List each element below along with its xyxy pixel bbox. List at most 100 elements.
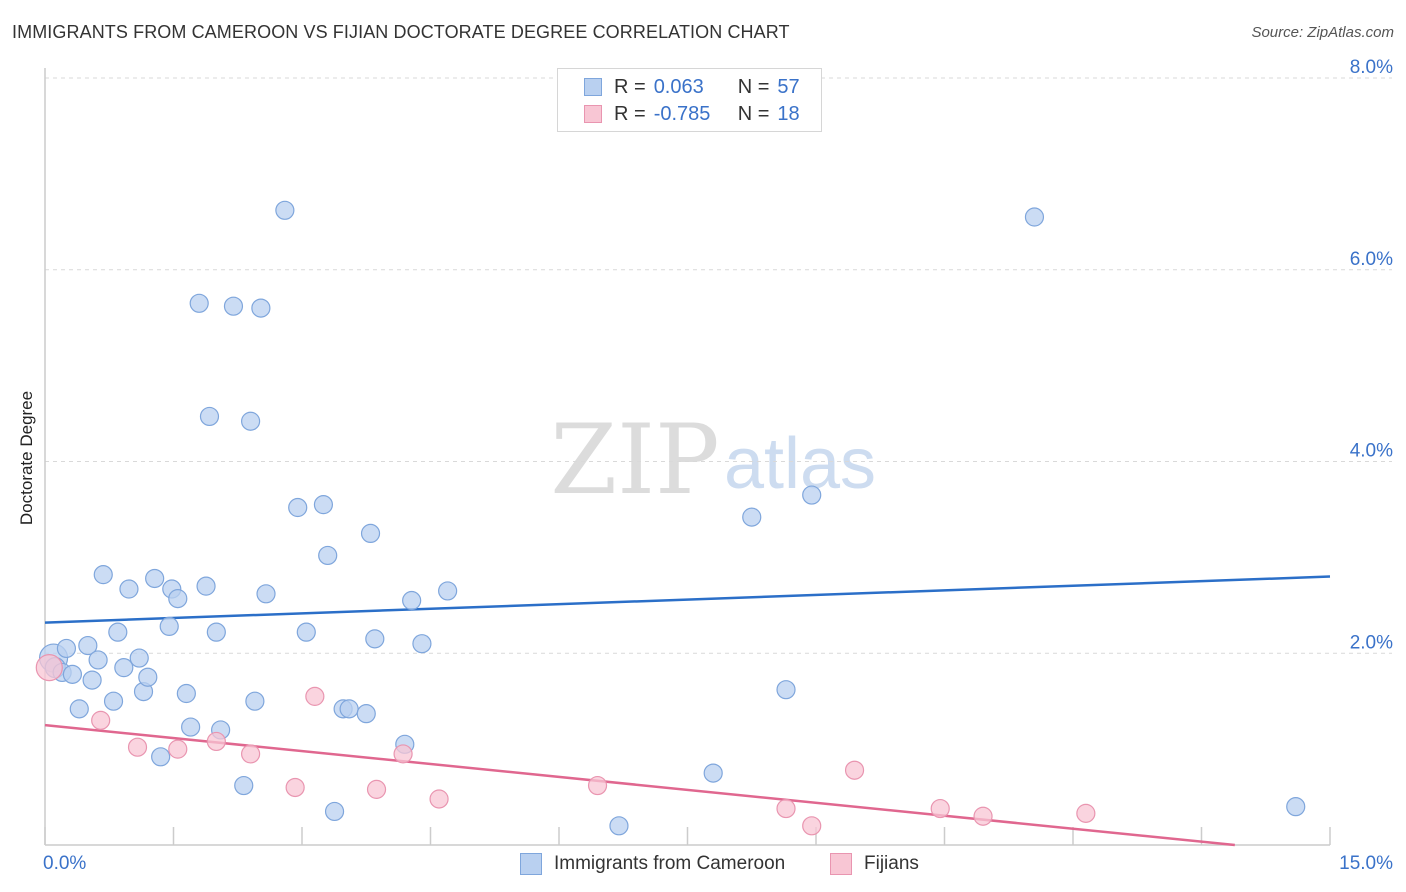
- cameroon-point: [69, 699, 89, 719]
- legend-swatch-pink: [584, 105, 602, 123]
- cameroon-point: [129, 648, 149, 668]
- y-tick-label: 2.0%: [1350, 632, 1393, 653]
- fijian-point: [930, 798, 950, 819]
- fijian-point: [587, 775, 608, 796]
- legend-row-fijians: R = -0.785 N = 18: [584, 102, 800, 126]
- cameroon-point: [114, 658, 134, 678]
- cameroon-point: [313, 495, 334, 515]
- cameroon-point: [360, 523, 381, 544]
- cameroon-point: [181, 717, 201, 737]
- fijian-point: [429, 789, 449, 809]
- cameroon-point: [251, 298, 271, 318]
- watermark-atlas: atlas: [724, 424, 876, 504]
- cameroon-point: [365, 629, 385, 649]
- cameroon-point: [296, 622, 316, 642]
- watermark-zip: ZIP: [550, 404, 719, 516]
- fijian-trend-line: [44, 723, 1235, 847]
- x-tick-label: 0.0%: [43, 853, 86, 874]
- cameroon-point: [776, 680, 796, 700]
- cameroon-point: [138, 667, 158, 687]
- cameroon-point: [1286, 797, 1306, 817]
- grid-lines: [45, 77, 1392, 654]
- cameroon-point: [93, 565, 113, 585]
- cameroon-point: [78, 635, 98, 656]
- chart-title: IMMIGRANTS FROM CAMEROON VS FIJIAN DOCTO…: [12, 22, 790, 42]
- legend-n-label: N =: [737, 102, 770, 125]
- cameroon-point: [176, 683, 196, 704]
- legend-item-cameroon: Immigrants from Cameroon: [520, 851, 785, 877]
- legend-r-label: R =: [614, 75, 646, 98]
- legend-swatch-pink: [830, 853, 852, 875]
- cameroon-point: [206, 622, 226, 642]
- cameroon-point: [609, 816, 629, 836]
- legend-swatch-blue: [520, 853, 542, 875]
- cameroon-point: [56, 638, 77, 659]
- fijian-point: [776, 798, 796, 819]
- trend-lines: [44, 575, 1331, 847]
- y-tick-label: 8.0%: [1350, 57, 1393, 78]
- cameroon-point: [108, 622, 128, 642]
- source-credit: Source: ZipAtlas.com: [1251, 24, 1394, 41]
- cameroon-point: [412, 634, 432, 654]
- fijian-point: [305, 686, 325, 706]
- cameroon-point: [119, 579, 139, 599]
- cameroon-point: [159, 616, 179, 637]
- cameroon-point: [288, 497, 308, 518]
- legend-label-cameroon: Immigrants from Cameroon: [554, 853, 786, 874]
- cameroon-point: [802, 485, 822, 505]
- fijian-point: [802, 816, 822, 836]
- cameroon-trend-line: [44, 575, 1331, 624]
- fijian-point: [206, 731, 226, 752]
- fijian-point: [366, 779, 387, 799]
- cameroon-point: [223, 296, 244, 316]
- fijian-point: [168, 739, 188, 759]
- fijian-point: [844, 760, 865, 780]
- fijian-point: [91, 710, 111, 730]
- cameroon-point: [199, 406, 220, 427]
- cameroon-point: [234, 775, 254, 796]
- cameroon-point: [324, 801, 345, 822]
- cameroon-point: [151, 747, 171, 767]
- axes: [44, 68, 1331, 846]
- cameroon-point: [189, 293, 209, 313]
- cameroon-point: [402, 590, 422, 611]
- fijian-point: [393, 744, 413, 764]
- cameroon-point: [62, 664, 83, 684]
- fijian-point: [35, 654, 63, 682]
- legend-swatch-blue: [584, 78, 602, 96]
- cameroon-point: [742, 507, 762, 527]
- cameroon-point: [339, 699, 359, 719]
- cameroon-point: [241, 411, 261, 431]
- y-tick-label: 4.0%: [1350, 441, 1393, 462]
- cameroon-point: [703, 763, 723, 783]
- fijian-point: [973, 806, 993, 826]
- cameroon-point: [168, 589, 188, 609]
- cameroon-point: [88, 650, 108, 670]
- legend-n-label: N =: [737, 75, 770, 98]
- cameroon-point: [82, 670, 102, 690]
- cameroon-point: [438, 581, 458, 601]
- legend-label-fijians: Fijians: [864, 853, 919, 874]
- cameroon-point: [275, 200, 295, 220]
- fijian-point: [1076, 803, 1096, 823]
- legend-r-value: 0.063: [653, 75, 704, 98]
- cameroon-point: [103, 691, 124, 711]
- x-tick-label: 15.0%: [1339, 853, 1393, 874]
- fijian-point: [241, 744, 261, 764]
- legend-n-value: 18: [777, 102, 800, 125]
- cameroon-point: [318, 545, 338, 566]
- cameroon-point: [356, 704, 376, 724]
- cameroon-point: [245, 691, 265, 711]
- cameroon-point: [196, 576, 216, 596]
- cameroon-point: [256, 584, 276, 604]
- fijian-point: [127, 737, 148, 757]
- legend-item-fijians: Fijians: [830, 851, 919, 877]
- legend-r-label: R =: [614, 102, 646, 125]
- legend-row-cameroon: R = 0.063 N = 57: [584, 75, 800, 99]
- legend-n-value: 57: [777, 75, 800, 98]
- fijian-point: [285, 777, 305, 798]
- y-tick-label: 6.0%: [1350, 249, 1393, 270]
- cameroon-point: [145, 568, 165, 589]
- legend-r-value: -0.785: [653, 102, 711, 125]
